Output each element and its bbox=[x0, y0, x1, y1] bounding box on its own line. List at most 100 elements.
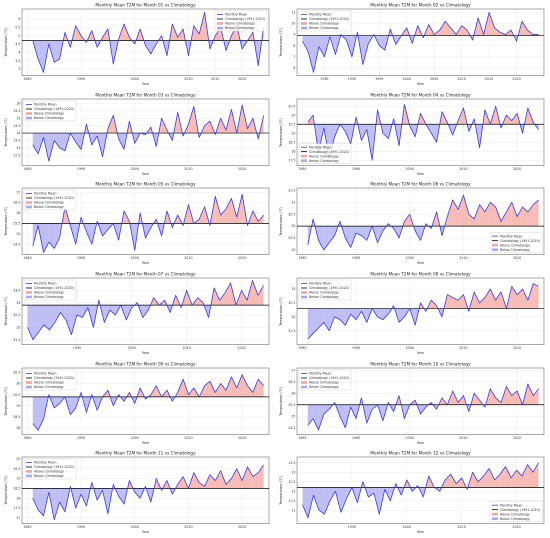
x-tick-label: 2000 bbox=[406, 346, 414, 350]
chart-title: Monthly Mean T2M for Month 09 vs Climato… bbox=[95, 361, 196, 366]
x-tick-label: 2010 bbox=[459, 256, 467, 260]
y-tick-label: 25.5 bbox=[13, 222, 20, 226]
fill-above bbox=[209, 380, 216, 397]
x-tick-label: 1990 bbox=[352, 436, 360, 440]
fill-above bbox=[311, 219, 314, 227]
chart-panel-2: 1985 1990 1995 2000 2005 2010 2015 2020 6 7 8 9 10 11… bbox=[275, 0, 550, 90]
x-tick-label: 1990 bbox=[73, 346, 81, 350]
x-tick-label: 2000 bbox=[131, 436, 139, 440]
plot-frame bbox=[21, 8, 270, 76]
fill-above bbox=[215, 383, 221, 397]
fill-above bbox=[388, 224, 391, 227]
chart-title: Monthly Mean T2M for Month 06 vs Climato… bbox=[370, 182, 471, 187]
monthly-mean-line bbox=[307, 283, 539, 340]
fill-below bbox=[340, 487, 347, 513]
fill-above bbox=[490, 289, 496, 309]
fill-below bbox=[172, 223, 175, 228]
legend-label: Climatology (1991-2020) bbox=[309, 286, 349, 290]
fill-below bbox=[118, 132, 125, 150]
y-tick-label: 16 bbox=[16, 101, 20, 105]
fill-below bbox=[345, 308, 351, 326]
plot-frame bbox=[296, 8, 545, 76]
fill-below bbox=[361, 226, 367, 241]
fill-below bbox=[431, 123, 437, 142]
x-tick-label: 2005 bbox=[430, 77, 438, 81]
fill-above bbox=[359, 397, 362, 405]
fill-below bbox=[313, 487, 319, 511]
x-tick-label: 2000 bbox=[128, 346, 136, 350]
legend-label: Climatology (1991-2020) bbox=[225, 17, 265, 21]
fill-below bbox=[412, 487, 416, 492]
fill-above bbox=[258, 378, 264, 397]
fill-above bbox=[533, 388, 539, 405]
y-tick-label: 32 bbox=[16, 325, 20, 329]
legend-swatch bbox=[26, 206, 33, 209]
y-tick-label: 12.5 bbox=[13, 153, 20, 157]
fill-below bbox=[32, 132, 39, 154]
y-tick-label: 3 bbox=[18, 67, 20, 71]
fill-below bbox=[329, 308, 335, 331]
fill-above bbox=[447, 294, 453, 309]
fill-above bbox=[107, 114, 114, 133]
fill-above bbox=[484, 289, 491, 309]
legend-box bbox=[489, 232, 543, 254]
legend-swatch bbox=[491, 517, 498, 521]
monthly-mean-line bbox=[302, 462, 539, 519]
fill-below bbox=[345, 226, 351, 248]
fill-below bbox=[368, 35, 374, 44]
fill-below bbox=[318, 404, 324, 430]
chart-svg: 1980 1990 2000 2010 2020 17.5 18 18.5 19 19.5 20 20… bbox=[279, 92, 545, 176]
fill-above bbox=[511, 113, 518, 124]
legend-label: Below Climatology bbox=[309, 385, 339, 389]
x-tick-label: 1980 bbox=[23, 167, 31, 171]
x-axis-label: Year bbox=[142, 82, 150, 86]
y-tick-label: 27 bbox=[291, 368, 295, 372]
fill-below bbox=[124, 396, 127, 401]
fill-below bbox=[65, 305, 72, 335]
legend-label: Below Climatology bbox=[34, 385, 64, 389]
fill-above bbox=[134, 302, 138, 306]
fill-below bbox=[415, 123, 419, 137]
fill-above bbox=[199, 385, 205, 397]
x-axis-label: Year bbox=[417, 82, 425, 86]
x-tick-label: 2020 bbox=[238, 436, 246, 440]
legend-label: Below Climatology bbox=[225, 26, 255, 30]
fill-below bbox=[109, 305, 116, 316]
fill-below bbox=[399, 308, 405, 323]
fill-below bbox=[307, 35, 314, 73]
fill-above bbox=[458, 195, 464, 227]
fill-above bbox=[489, 468, 495, 488]
fill-below bbox=[75, 223, 80, 245]
fill-above bbox=[219, 292, 226, 306]
fill-below bbox=[350, 226, 357, 248]
fill-above bbox=[414, 25, 418, 36]
x-tick-label: 2010 bbox=[459, 346, 467, 350]
fill-below bbox=[357, 123, 362, 141]
x-axis-label: Year bbox=[142, 530, 150, 534]
chart-svg: 1985 1990 1995 2000 2005 2010 2015 2020 6 7 8 9 10 11… bbox=[279, 2, 545, 86]
fill-above bbox=[175, 295, 181, 306]
legend-label: Climatology (1991-2020) bbox=[34, 196, 74, 200]
fill-above bbox=[472, 472, 479, 488]
y-tick-label: 14 bbox=[16, 131, 20, 135]
y-axis-label: Temperature (°C) bbox=[279, 206, 283, 237]
fill-above bbox=[436, 212, 440, 227]
legend-label: Above Climatology bbox=[309, 291, 339, 295]
fill-above bbox=[522, 289, 528, 309]
legend-label: Monthly Mean bbox=[500, 504, 522, 508]
fill-above bbox=[456, 478, 462, 488]
plot-frame bbox=[296, 188, 545, 256]
x-tick-label: 1980 bbox=[298, 167, 306, 171]
fill-below bbox=[399, 123, 402, 146]
y-axis-label: Temperature (°C) bbox=[4, 386, 8, 417]
y-tick-label: 33 bbox=[291, 287, 295, 291]
chart-panel-12: 1990 2000 2010 2020 11 11.5 12 12.5 13 13.5 Monthl… bbox=[275, 448, 550, 538]
fill-below bbox=[323, 404, 330, 414]
y-tick-label: 31.5 bbox=[13, 338, 20, 342]
fill-above bbox=[494, 27, 501, 36]
monthly-mean-line bbox=[302, 11, 539, 73]
fill-above bbox=[236, 290, 242, 306]
y-tick-label: 19 bbox=[291, 131, 295, 135]
x-tick-label: 1990 bbox=[77, 77, 85, 81]
legend-label: Monthly Mean bbox=[309, 145, 331, 149]
